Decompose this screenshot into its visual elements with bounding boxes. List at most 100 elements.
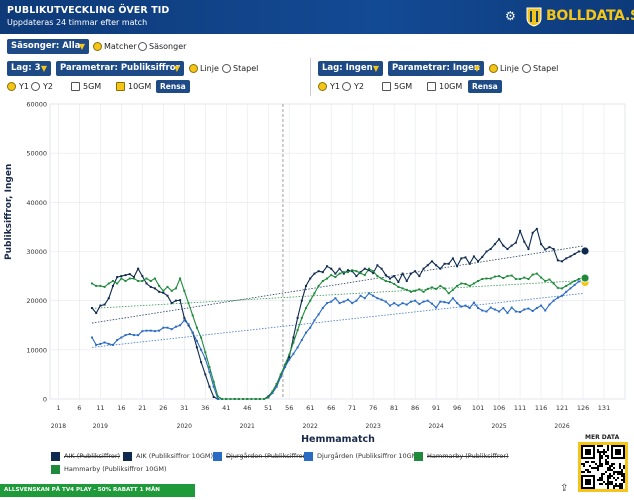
data-point (393, 282, 396, 285)
qr-finder-core (615, 449, 621, 455)
x-tick-label: 66 (327, 404, 335, 412)
x-tick-label: 111 (514, 404, 526, 412)
y1-radio-left[interactable] (7, 82, 16, 91)
data-point (309, 326, 312, 329)
data-point (124, 280, 127, 282)
data-point (103, 303, 106, 306)
data-point (300, 316, 303, 319)
qr-module (601, 477, 603, 479)
data-point (342, 271, 345, 274)
data-point (149, 285, 152, 288)
qr-module (607, 461, 609, 463)
data-point (548, 303, 551, 306)
legend-aik-10gm[interactable]: AIK (Publiksiffror 10GM) (136, 452, 214, 460)
data-point (237, 398, 240, 400)
y-tick-label: 60000 (26, 101, 47, 109)
qr-module (619, 483, 621, 485)
data-point (103, 341, 106, 344)
qr-module (613, 471, 615, 473)
legend-djurgarden-raw[interactable]: Djurgården (Publiksiffror) (226, 452, 308, 460)
data-point (544, 280, 547, 282)
qr-module (611, 463, 613, 465)
data-point (305, 307, 308, 310)
data-point (401, 302, 404, 305)
sasonger-radio[interactable] (138, 42, 147, 51)
qr-module (601, 483, 603, 485)
qr-module (583, 463, 585, 465)
series-points (90, 227, 590, 400)
data-point (414, 299, 417, 302)
legend-swatch-hammarby-10gm[interactable] (51, 465, 60, 474)
stapel-radio-right[interactable] (522, 64, 531, 73)
clear-button-right[interactable]: Rensa (468, 80, 502, 93)
qr-module (601, 445, 603, 447)
data-point (254, 398, 257, 400)
legend-swatch-hammarby-raw[interactable] (414, 452, 423, 461)
data-point (208, 366, 211, 369)
data-point (321, 280, 324, 282)
gm5-checkbox-right[interactable] (382, 82, 391, 91)
legend-swatch-djurgarden-10gm[interactable] (304, 452, 313, 461)
data-point (95, 311, 98, 314)
data-point (162, 289, 165, 292)
data-point (346, 298, 349, 301)
data-point (191, 314, 194, 317)
data-point (263, 398, 266, 400)
gear-icon[interactable]: ⚙ (505, 9, 516, 23)
x-tick-label: 76 (369, 404, 377, 412)
qr-module (607, 449, 609, 451)
data-point (355, 299, 358, 302)
data-point (346, 271, 349, 274)
promo-banner[interactable]: ALLSVENSKAN PÅ TV4 PLAY - 50% RABATT 1 M… (0, 484, 195, 497)
qr-module (607, 455, 609, 457)
linje-radio-right[interactable] (489, 64, 498, 73)
data-point (456, 265, 459, 268)
qr-module (613, 463, 615, 465)
year-label: 2025 (491, 423, 506, 430)
data-point (485, 310, 488, 313)
data-point (204, 351, 207, 354)
seasons-select[interactable]: Säsonger: Alla ▼ (7, 39, 89, 54)
data-point (359, 272, 362, 275)
x-tick-label: 41 (222, 404, 230, 412)
y2-radio-left[interactable] (31, 82, 40, 91)
data-point (166, 285, 169, 288)
param-select-left[interactable]: Parametrar: Publiksiffror ▼ (56, 61, 184, 76)
y2-radio-right[interactable] (342, 82, 351, 91)
linje-radio-left[interactable] (189, 64, 198, 73)
clear-button-left[interactable]: Rensa (156, 80, 190, 93)
legend-swatch-aik-10gm[interactable] (123, 452, 132, 461)
team-select-right[interactable]: Lag: Ingen ▼ (318, 61, 383, 76)
data-point (435, 264, 438, 267)
data-point (355, 275, 358, 278)
qr-module (601, 475, 603, 477)
data-point (523, 276, 526, 279)
data-point (195, 326, 198, 329)
x-axis-ticks: 1 6 11 16 21 26 31 36 41 46 51 56 61 66 71 76 81 86 91 96 10… (51, 404, 610, 430)
data-point (565, 290, 568, 293)
data-point (99, 342, 102, 345)
year-label: 2026 (554, 423, 569, 430)
data-point (456, 302, 459, 305)
legend-aik-raw[interactable]: AIK (Publiksiffror) (64, 452, 121, 460)
gm5-checkbox-left[interactable] (71, 82, 80, 91)
gm10-checkbox-left[interactable] (116, 82, 125, 91)
qr-code[interactable] (578, 442, 628, 492)
legend-swatch-aik-raw[interactable] (51, 452, 60, 461)
y1-radio-right[interactable] (318, 82, 327, 91)
stapel-radio-left[interactable] (222, 64, 231, 73)
data-point (149, 329, 152, 332)
legend-djurgarden-10gm[interactable]: Djurgården (Publiksiffror 10GM) (317, 452, 420, 460)
share-icon[interactable]: ⇪ (560, 483, 569, 494)
legend-swatch-djurgarden-raw[interactable] (213, 452, 222, 461)
param-select-right[interactable]: Parametrar: Ingen ▼ (388, 61, 484, 76)
qr-module (609, 467, 611, 469)
matcher-radio[interactable] (93, 42, 102, 51)
data-point (380, 267, 383, 270)
qr-module (605, 483, 607, 485)
data-point (296, 316, 299, 319)
legend-hammarby-10gm[interactable]: Hammarby (Publiksiffror 10GM) (64, 465, 167, 473)
team-select-left[interactable]: Lag: 3 ▼ (7, 61, 51, 76)
legend-hammarby-raw[interactable]: Hammarby (Publiksiffror) (427, 452, 509, 460)
gm10-checkbox-right[interactable] (427, 82, 436, 91)
